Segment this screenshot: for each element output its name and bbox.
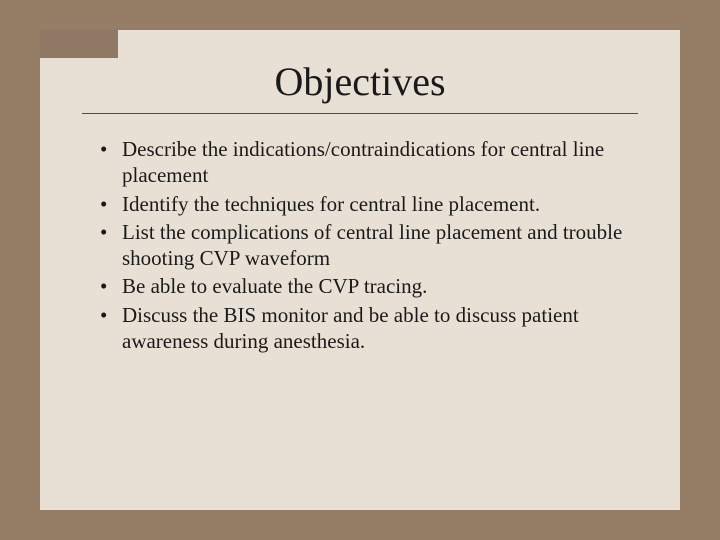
list-item: Identify the techniques for central line… xyxy=(100,191,648,217)
corner-accent xyxy=(40,30,118,58)
bullet-list: Describe the indications/contraindicatio… xyxy=(72,136,648,354)
slide-title: Objectives xyxy=(72,58,648,105)
list-item: Be able to evaluate the CVP tracing. xyxy=(100,273,648,299)
list-item: List the complications of central line p… xyxy=(100,219,648,272)
list-item: Discuss the BIS monitor and be able to d… xyxy=(100,302,648,355)
list-item: Describe the indications/contraindicatio… xyxy=(100,136,648,189)
slide-container: Objectives Describe the indications/cont… xyxy=(40,30,680,510)
title-underline xyxy=(82,113,638,114)
